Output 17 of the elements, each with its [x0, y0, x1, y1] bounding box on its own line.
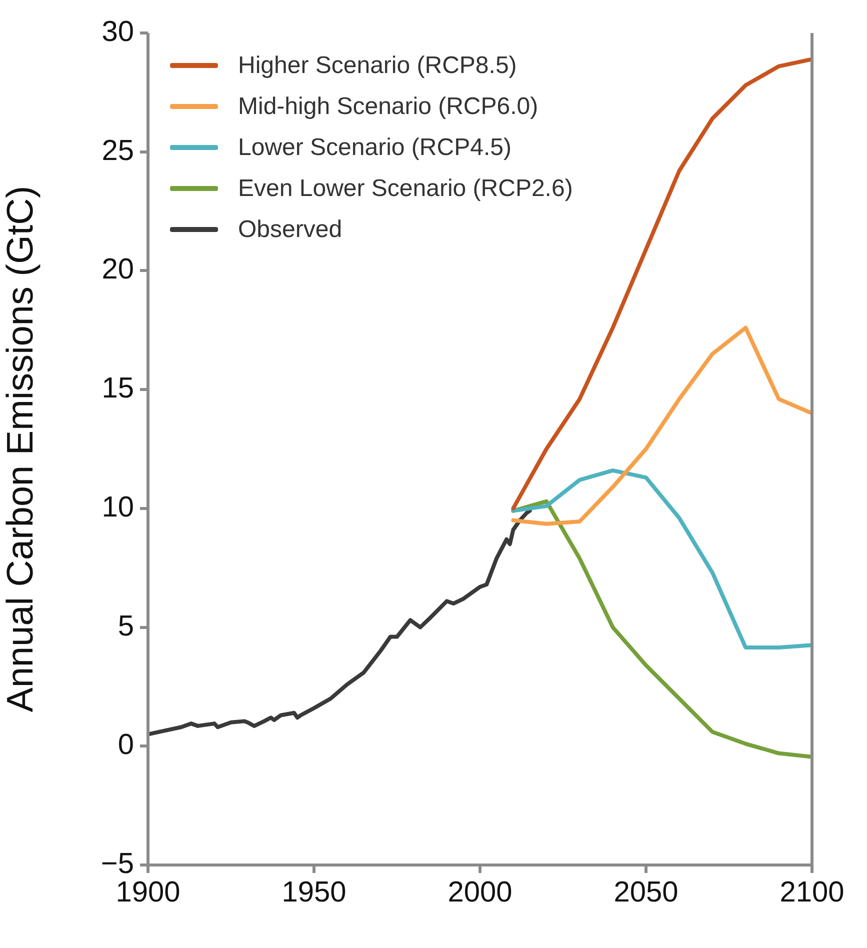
x-tick-label: 1950: [282, 876, 346, 908]
y-tick-label: 30: [102, 16, 134, 48]
x-tick-label: 2050: [614, 876, 678, 908]
legend-label: Even Lower Scenario (RCP2.6): [238, 174, 573, 202]
y-tick-label: 25: [102, 134, 134, 167]
x-tick-label: 2000: [448, 876, 512, 908]
y-tick-label: 15: [102, 372, 134, 405]
y-tick-label: 20: [102, 254, 134, 286]
y-tick-label: 5: [118, 610, 134, 642]
legend-label: Observed: [238, 216, 342, 244]
y-axis-title: Annual Carbon Emissions (GtC): [0, 186, 40, 712]
legend-label: Mid-high Scenario (RCP6.0): [238, 92, 538, 120]
y-tick-label: 0: [118, 729, 134, 762]
legend-label: Lower Scenario (RCP4.5): [238, 134, 512, 162]
legend-label: Higher Scenario (RCP8.5): [238, 52, 517, 80]
y-tick-label: 10: [102, 491, 134, 524]
x-tick-label: 2100: [780, 876, 844, 908]
